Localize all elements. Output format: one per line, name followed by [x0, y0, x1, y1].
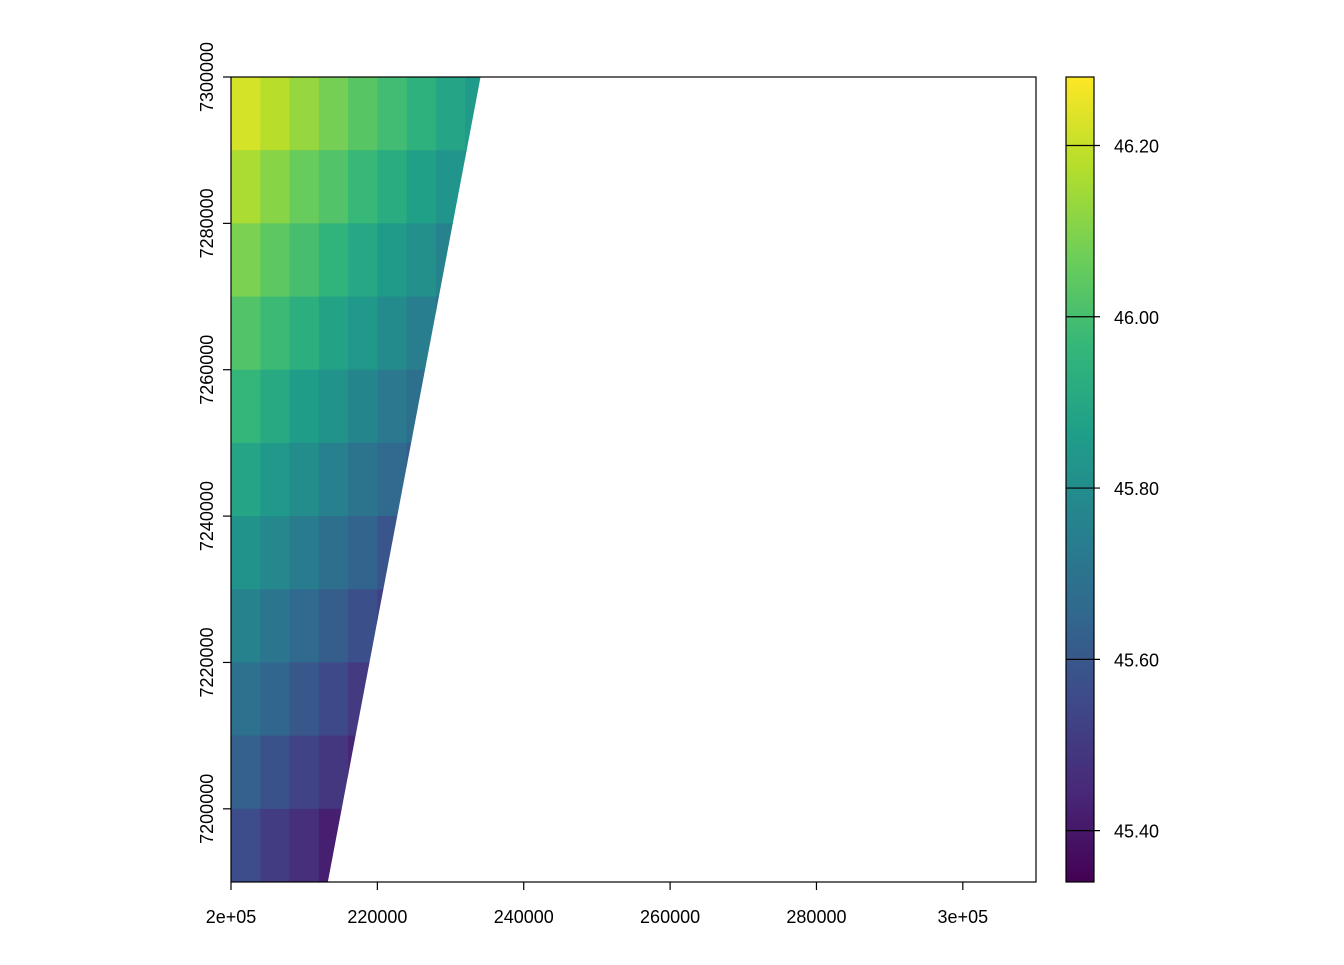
y-tick-label: 7200000 — [197, 774, 217, 844]
raster-cell — [377, 369, 408, 444]
raster-cell — [348, 516, 378, 590]
raster-cell — [231, 442, 261, 517]
raster-cell — [260, 735, 291, 810]
raster-cell — [289, 442, 320, 517]
raster-cell — [289, 223, 320, 298]
raster-cell — [289, 808, 320, 882]
raster-cell — [231, 662, 261, 737]
raster-cell — [318, 369, 349, 444]
raster-cell — [231, 223, 261, 298]
colorbar-tick-label: 45.40 — [1114, 822, 1159, 842]
raster-cell — [318, 662, 349, 737]
raster-cell — [260, 150, 291, 224]
raster-cell — [318, 77, 349, 151]
raster-cell — [318, 808, 349, 882]
raster-cell — [435, 296, 466, 371]
raster-cell — [377, 150, 408, 224]
y-tick-label: 7260000 — [197, 335, 217, 405]
raster-cell — [231, 150, 261, 224]
raster-cell — [289, 369, 320, 444]
x-tick-label: 280000 — [786, 907, 846, 927]
raster-cell — [289, 589, 320, 664]
raster-cell — [318, 516, 349, 590]
raster-cell — [377, 296, 408, 371]
x-tick-label: 2e+05 — [206, 907, 257, 927]
raster-cell — [377, 589, 408, 664]
raster-cell — [231, 369, 261, 444]
raster-cell — [318, 223, 349, 298]
raster-cell — [348, 442, 378, 517]
raster-cell — [348, 77, 378, 151]
x-tick-label: 260000 — [640, 907, 700, 927]
y-tick-label: 7240000 — [197, 481, 217, 551]
raster-cell — [348, 150, 378, 224]
raster-cell — [348, 223, 378, 298]
raster-cell — [318, 296, 349, 371]
raster-cell — [318, 150, 349, 224]
x-tick-label: 240000 — [494, 907, 554, 927]
colorbar-tick-label: 46.20 — [1114, 137, 1159, 157]
y-tick-label: 7280000 — [197, 188, 217, 258]
raster-cell — [318, 735, 349, 810]
raster-cell — [406, 223, 437, 298]
colorbar-tick-label: 45.60 — [1114, 650, 1159, 670]
raster-cell — [348, 735, 378, 810]
raster-cell — [377, 77, 408, 151]
colorbar — [1065, 76, 1095, 883]
raster-cell — [435, 77, 466, 151]
raster-cell — [377, 442, 408, 517]
x-tick-label: 3e+05 — [938, 907, 989, 927]
raster-cell — [406, 296, 437, 371]
raster-cell — [260, 589, 291, 664]
x-tick-label: 220000 — [347, 907, 407, 927]
raster-cell — [260, 808, 291, 882]
raster-cell — [435, 223, 466, 298]
y-tick-label: 7220000 — [197, 627, 217, 697]
raster-cell — [348, 589, 378, 664]
raster-cell — [435, 150, 466, 224]
raster-cell — [231, 589, 261, 664]
raster-cell — [406, 369, 437, 444]
raster-cell — [260, 369, 291, 444]
raster-cell — [348, 369, 378, 444]
y-tick-label: 7300000 — [197, 42, 217, 112]
raster-cell — [260, 296, 291, 371]
colorbar-tick-label: 45.80 — [1114, 479, 1159, 499]
raster-cell — [289, 296, 320, 371]
raster-cell — [348, 296, 378, 371]
plot-frame — [230, 76, 1037, 883]
raster-cell — [318, 442, 349, 517]
raster-cell — [465, 77, 481, 151]
raster-cell — [318, 589, 349, 664]
raster — [231, 77, 481, 882]
raster-cell — [260, 77, 291, 151]
raster-cell — [348, 662, 378, 737]
raster-cell — [231, 516, 261, 590]
raster-cell — [289, 735, 320, 810]
raster-cell — [260, 223, 291, 298]
raster-cell — [406, 150, 437, 224]
raster-cell — [289, 77, 320, 151]
raster-cell — [260, 662, 291, 737]
colorbar-tick-label: 46.00 — [1114, 308, 1159, 328]
raster-cell — [231, 735, 261, 810]
raster-cell — [289, 150, 320, 224]
raster-cell — [406, 77, 437, 151]
raster-cell — [260, 442, 291, 517]
raster-cell — [377, 516, 408, 590]
raster-cell — [231, 296, 261, 371]
raster-cell — [289, 516, 320, 590]
raster-cell — [289, 662, 320, 737]
raster-cell — [377, 223, 408, 298]
raster-cell — [231, 77, 261, 151]
raster-cell — [406, 442, 437, 517]
raster-cell — [465, 150, 481, 224]
raster-cell — [260, 516, 291, 590]
raster-cell — [231, 808, 261, 882]
